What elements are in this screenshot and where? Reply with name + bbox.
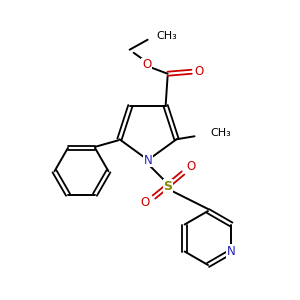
- Text: N: N: [144, 154, 152, 166]
- Text: S: S: [164, 179, 172, 193]
- Text: O: O: [194, 65, 203, 78]
- Text: O: O: [142, 58, 151, 71]
- Text: O: O: [140, 196, 150, 208]
- Text: CH₃: CH₃: [157, 31, 177, 41]
- Text: N: N: [227, 245, 236, 258]
- Text: O: O: [186, 160, 196, 173]
- Text: CH₃: CH₃: [211, 128, 231, 138]
